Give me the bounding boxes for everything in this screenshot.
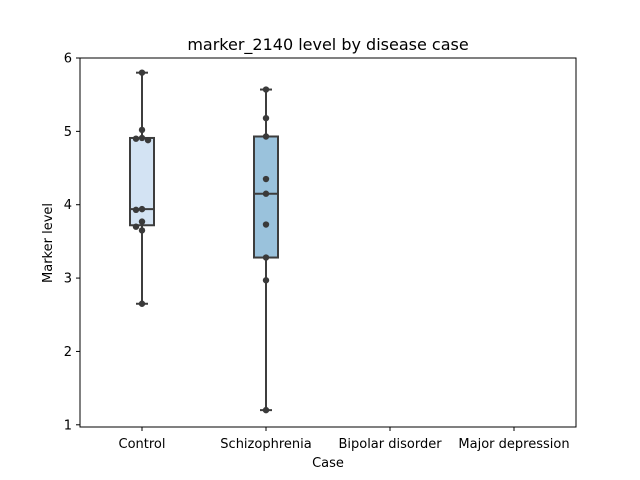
data-point	[144, 136, 152, 144]
data-point	[262, 190, 270, 197]
data-point	[138, 227, 146, 234]
y-tick-label: 4	[64, 198, 72, 213]
y-tick-label: 3	[64, 272, 72, 287]
data-point	[262, 175, 270, 183]
data-point	[138, 218, 146, 225]
plot-frame	[79, 57, 577, 428]
x-axis-label: Case	[312, 456, 344, 471]
data-point	[262, 254, 270, 261]
y-tick-label: 6	[64, 52, 72, 67]
data-point	[262, 114, 270, 122]
y-axis-label: Marker level	[41, 203, 56, 283]
data-point	[262, 277, 270, 284]
data-point	[262, 86, 270, 93]
x-tick-label: Control	[119, 437, 166, 452]
data-point	[132, 206, 140, 214]
box	[253, 135, 279, 259]
data-point	[132, 223, 140, 230]
data-point	[138, 205, 146, 213]
plot-area	[129, 69, 279, 414]
chart-title: marker_2140 level by disease case	[187, 35, 468, 55]
data-point	[138, 134, 146, 142]
data-point	[138, 300, 146, 307]
data-point	[262, 133, 270, 140]
y-tick-label: 1	[64, 418, 72, 433]
data-point	[132, 135, 140, 142]
data-point	[138, 69, 146, 76]
y-tick-label: 5	[64, 125, 72, 140]
x-tick-label: Schizophrenia	[220, 437, 311, 452]
x-tick-label: Bipolar disorder	[338, 437, 442, 452]
data-point	[262, 221, 270, 228]
x-tick-label: Major depression	[458, 437, 569, 452]
data-point	[262, 406, 270, 414]
y-tick-label: 2	[64, 345, 72, 360]
box-group	[129, 69, 155, 307]
y-axis: 1 2 3 4 5 6	[64, 52, 80, 433]
data-point	[138, 126, 146, 134]
x-axis: Control Schizophrenia Bipolar disorder Majo…	[119, 427, 570, 452]
box-group	[253, 86, 279, 414]
